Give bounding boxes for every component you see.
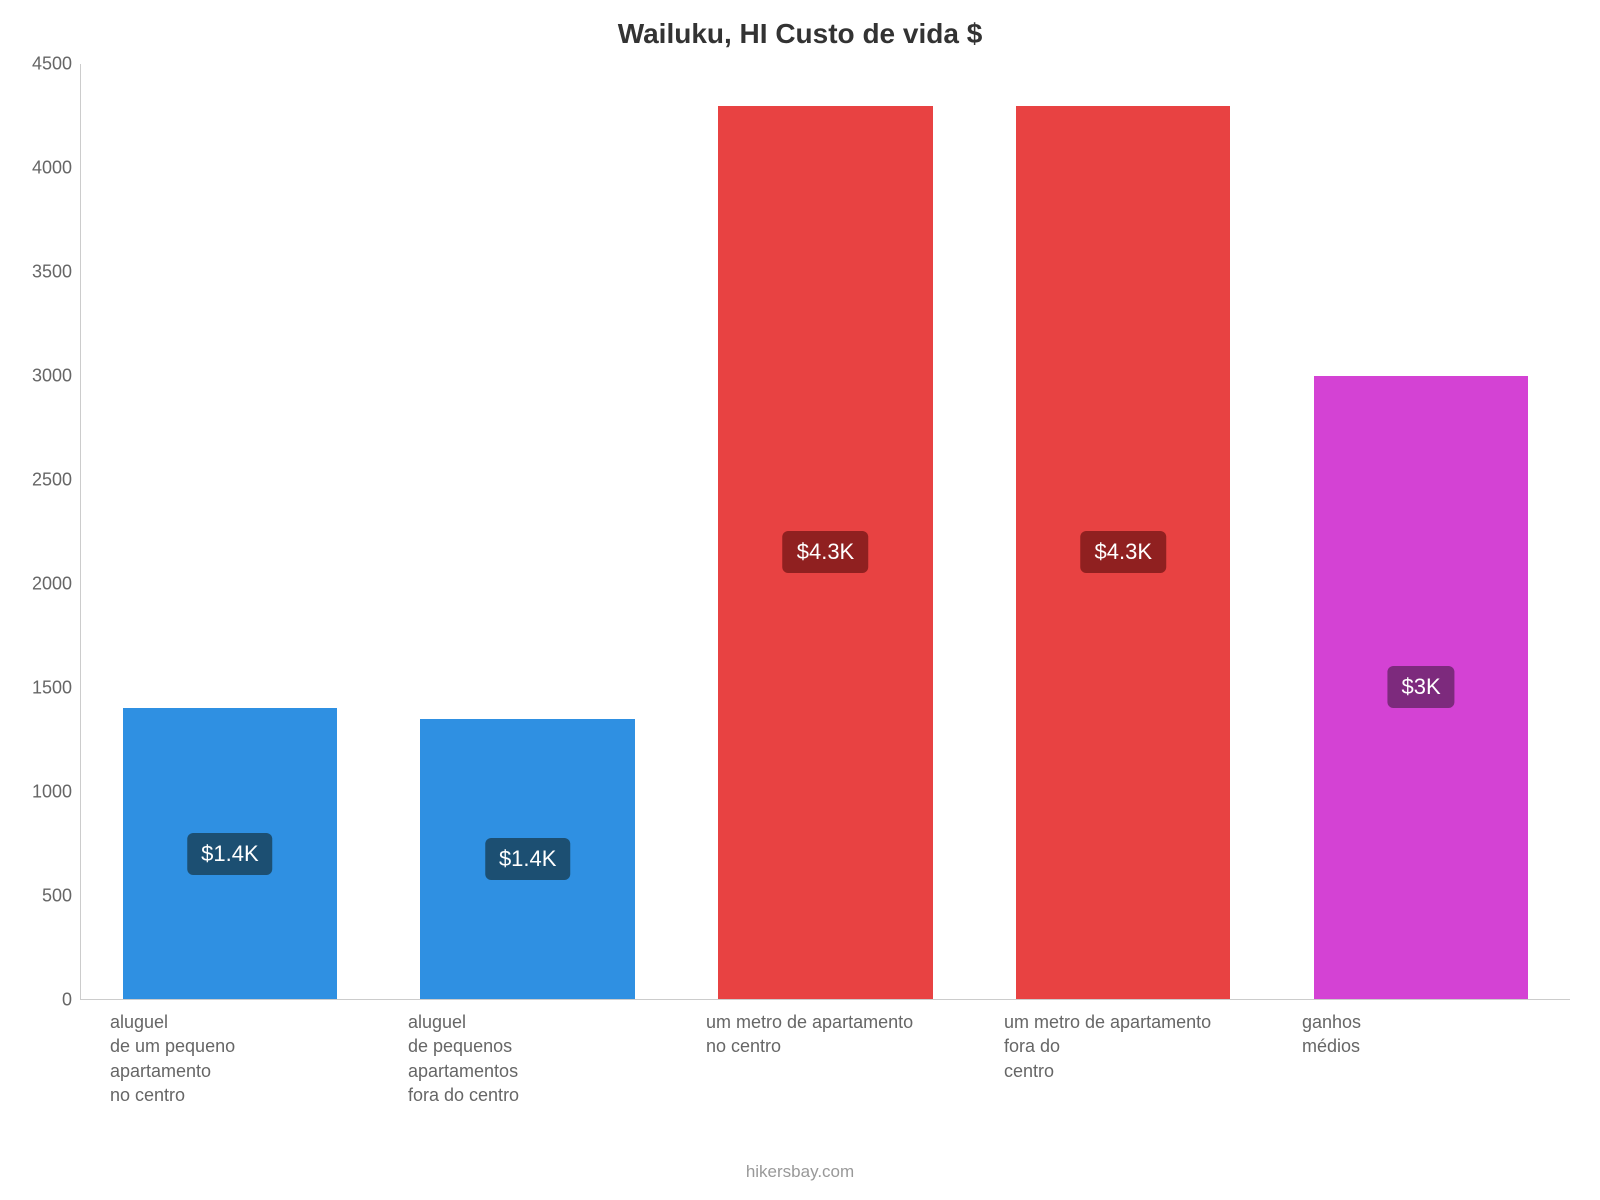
chart-title: Wailuku, HI Custo de vida $ — [0, 18, 1600, 50]
x-tick-label: ganhos médios — [1272, 1010, 1570, 1107]
y-tick-label: 2500 — [12, 470, 72, 491]
x-tick-label: aluguel de pequenos apartamentos fora do… — [378, 1010, 676, 1107]
x-tick-label: um metro de apartamento no centro — [676, 1010, 974, 1107]
bar-value-label: $1.4K — [187, 833, 273, 875]
bar: $4.3K — [1016, 106, 1230, 999]
bar-slot: $1.4K — [81, 64, 379, 999]
bar-slot: $4.3K — [974, 64, 1272, 999]
y-tick-label: 4500 — [12, 54, 72, 75]
bar-value-label: $1.4K — [485, 838, 571, 880]
y-tick-label: 1500 — [12, 678, 72, 699]
x-axis-labels: aluguel de um pequeno apartamento no cen… — [80, 1010, 1570, 1107]
y-tick-label: 0 — [12, 990, 72, 1011]
bar: $1.4K — [420, 719, 634, 1000]
x-tick-label: um metro de apartamento fora do centro — [974, 1010, 1272, 1107]
bar-group: $1.4K $1.4K $4.3K $4.3K $3K — [81, 64, 1570, 999]
x-tick-label: aluguel de um pequeno apartamento no cen… — [80, 1010, 378, 1107]
y-tick-label: 3500 — [12, 262, 72, 283]
cost-of-living-chart: Wailuku, HI Custo de vida $ 0 500 1000 1500… — [0, 0, 1600, 1200]
bar-value-label: $4.3K — [783, 531, 869, 573]
y-tick-label: 3000 — [12, 366, 72, 387]
bar-slot: $1.4K — [379, 64, 677, 999]
y-tick-label: 1000 — [12, 782, 72, 803]
bar-slot: $4.3K — [677, 64, 975, 999]
bar-slot: $3K — [1272, 64, 1570, 999]
bar-value-label: $4.3K — [1081, 531, 1167, 573]
chart-footer-credit: hikersbay.com — [0, 1162, 1600, 1182]
bar: $4.3K — [718, 106, 932, 999]
y-tick-label: 4000 — [12, 158, 72, 179]
bar: $3K — [1314, 376, 1528, 999]
bar-value-label: $3K — [1388, 666, 1455, 708]
y-tick-label: 500 — [12, 886, 72, 907]
plot-area: $1.4K $1.4K $4.3K $4.3K $3K — [80, 64, 1570, 1000]
y-tick-label: 2000 — [12, 574, 72, 595]
bar: $1.4K — [123, 708, 337, 999]
